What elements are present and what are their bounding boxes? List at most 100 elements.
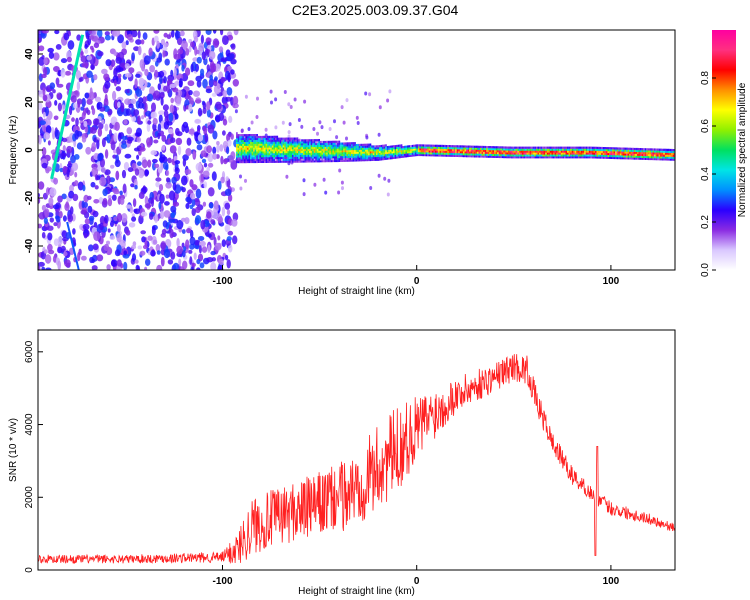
signal-cell <box>598 152 600 155</box>
signal-cell <box>349 149 352 153</box>
signal-cell <box>287 147 289 150</box>
signal-cell <box>298 143 300 146</box>
signal-cell <box>293 150 296 154</box>
signal-cell <box>250 159 252 162</box>
signal-cell <box>644 155 647 158</box>
signal-cell <box>542 154 544 157</box>
noise-cell <box>93 42 100 49</box>
signal-cell <box>630 157 633 160</box>
signal-cell <box>520 152 522 155</box>
signal-cell <box>271 143 274 146</box>
signal-cell <box>296 147 299 150</box>
signal-cell <box>416 144 418 147</box>
signal-cell <box>671 150 673 153</box>
signal-cell <box>281 160 283 163</box>
signal-cell <box>571 146 574 149</box>
signal-cell <box>408 147 411 150</box>
signal-cell <box>430 146 432 149</box>
signal-cell <box>598 146 600 149</box>
signal-cell <box>274 156 277 159</box>
signal-cell <box>338 148 341 151</box>
noise-cell <box>215 101 222 110</box>
signal-cell <box>396 156 398 159</box>
signal-cell <box>435 148 437 151</box>
signal-cell <box>495 148 498 151</box>
noise-cell <box>57 236 63 245</box>
signal-cell <box>268 147 271 150</box>
noise-cell <box>41 147 47 156</box>
signal-cell <box>338 146 341 149</box>
noise-cell <box>123 119 128 125</box>
signal-cell <box>274 145 277 148</box>
signal-cell <box>369 147 372 150</box>
signal-cell <box>647 155 650 159</box>
signal-cell <box>278 156 280 159</box>
signal-cell <box>623 157 625 160</box>
signal-cell <box>240 139 243 143</box>
signal-cell <box>483 149 485 152</box>
signal-cell <box>335 150 338 153</box>
noise-cell <box>48 197 54 207</box>
noise-cell <box>107 198 113 207</box>
signal-cell <box>341 159 344 162</box>
signal-cell <box>360 157 362 160</box>
signal-cell <box>497 148 499 151</box>
signal-cell <box>256 160 258 164</box>
noise-cell <box>66 169 70 178</box>
signal-cell <box>671 158 673 161</box>
noise-cell <box>170 212 176 219</box>
signal-cell <box>306 154 308 157</box>
signal-cell <box>351 157 353 160</box>
noise-cell <box>179 30 185 37</box>
signal-cell <box>630 153 633 156</box>
signal-cell <box>360 155 362 158</box>
signal-cell <box>581 156 583 159</box>
signal-cell <box>588 146 591 149</box>
signal-cell <box>618 147 620 150</box>
signal-cell <box>253 151 255 154</box>
signal-cell <box>301 147 303 150</box>
signal-cell <box>371 145 373 148</box>
signal-cell <box>560 146 563 149</box>
signal-cell <box>657 158 659 161</box>
signal-cell <box>534 156 536 159</box>
signal-cell <box>265 156 268 160</box>
signal-cell <box>315 150 317 153</box>
signal-cell <box>282 160 285 163</box>
signal-cell <box>456 145 459 148</box>
signal-cell <box>240 147 243 150</box>
signal-cell <box>256 145 258 148</box>
signal-cell <box>414 144 417 147</box>
signal-cell <box>621 151 623 154</box>
noise-cell <box>139 146 146 152</box>
noise-cell <box>96 101 103 109</box>
noise-cell <box>46 225 54 231</box>
signal-cell <box>242 157 244 160</box>
signal-cell <box>489 151 491 154</box>
signal-cell <box>646 154 648 157</box>
signal-cell <box>273 147 275 150</box>
noise-cell <box>212 146 217 155</box>
signal-cell <box>444 144 446 148</box>
noise-cell <box>274 97 278 102</box>
signal-cell <box>661 156 664 159</box>
noise-cell <box>369 186 373 190</box>
noise-cell <box>170 205 177 213</box>
signal-cell <box>456 154 459 157</box>
signal-cell <box>278 151 280 154</box>
signal-cell <box>405 153 407 156</box>
signal-cell <box>515 154 518 157</box>
noise-cell <box>38 102 43 111</box>
signal-cell <box>591 146 594 149</box>
signal-cell <box>450 150 453 153</box>
signal-cell <box>304 141 307 144</box>
signal-cell <box>571 150 574 153</box>
signal-cell <box>556 148 558 151</box>
signal-cell <box>526 152 529 155</box>
signal-cell <box>236 157 238 160</box>
signal-cell <box>581 148 583 151</box>
signal-cell <box>461 145 463 148</box>
signal-cell <box>643 152 645 155</box>
signal-cell <box>475 147 477 150</box>
signal-cell <box>495 151 498 155</box>
